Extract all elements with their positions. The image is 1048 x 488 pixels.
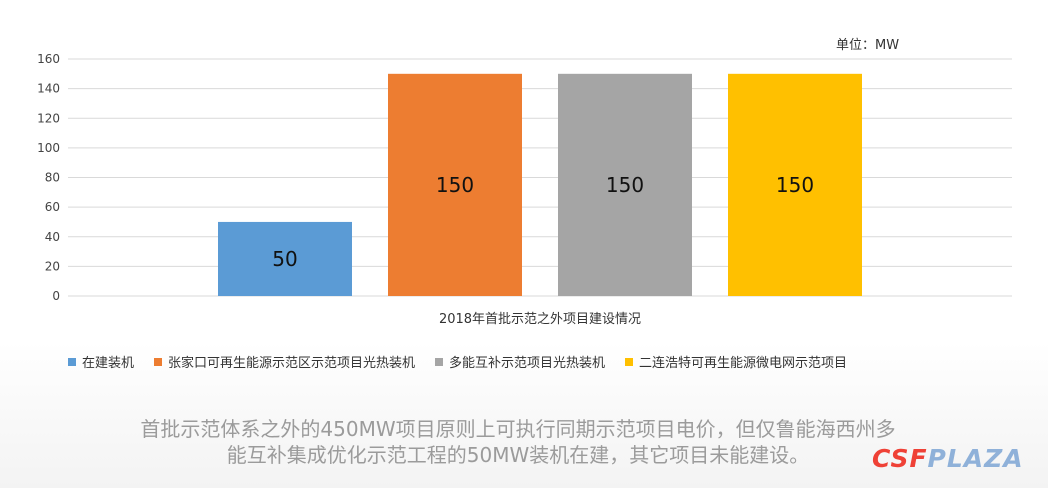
y-tick-label: 140 xyxy=(37,82,60,96)
bar xyxy=(218,221,352,296)
bar xyxy=(558,73,692,296)
bar-data-label: 150 xyxy=(436,173,474,197)
y-tick-label: 120 xyxy=(37,111,60,125)
y-tick-label: 0 xyxy=(52,289,60,303)
legend-item: 在建装机 xyxy=(68,352,134,371)
legend-item: 张家口可再生能源示范区示范项目光热装机 xyxy=(154,352,415,371)
unit-label: 单位：MW xyxy=(836,38,900,53)
y-tick-label: 100 xyxy=(37,141,60,155)
brand-logo-plaza: PLAZA xyxy=(927,444,1024,473)
bar-data-label: 150 xyxy=(606,173,644,197)
legend-swatch xyxy=(154,357,163,366)
brand-logo: CSFPLAZA xyxy=(872,444,1024,473)
caption-line-2: 能互补集成优化示范工程的50MW装机在建，其它项目未能建设。 xyxy=(226,443,810,467)
caption-line-1: 首批示范体系之外的450MW项目原则上可执行同期示范项目电价，但仅鲁能海西州多 xyxy=(140,417,896,441)
bar-data-label: 50 xyxy=(272,247,297,271)
brand-logo-csf: CSF xyxy=(872,444,928,473)
legend-item: 多能互补示范项目光热装机 xyxy=(435,352,605,371)
bar-data-label: 150 xyxy=(776,173,814,197)
legend-label: 张家口可再生能源示范区示范项目光热装机 xyxy=(168,356,416,371)
y-tick-label: 40 xyxy=(45,230,60,244)
y-tick-label: 60 xyxy=(45,200,60,214)
bar xyxy=(728,73,862,296)
legend: 在建装机 张家口可再生能源示范区示范项目光热装机 多能互补示范项目光热装机 二连浩特可… xyxy=(68,352,847,371)
x-axis-label: 2018年首批示范之外项目建设情况 xyxy=(439,312,641,327)
legend-item: 二连浩特可再生能源微电网示范项目 xyxy=(625,352,847,371)
y-tick-label: 20 xyxy=(45,259,60,273)
bar xyxy=(388,73,522,296)
legend-label: 在建装机 xyxy=(82,356,135,371)
legend-swatch xyxy=(68,357,76,366)
legend-swatch xyxy=(625,357,634,366)
y-tick-label: 160 xyxy=(37,52,60,66)
legend-label: 多能互补示范项目光热装机 xyxy=(449,356,606,371)
y-tick-label: 80 xyxy=(45,171,60,185)
legend-label: 二连浩特可再生能源微电网示范项目 xyxy=(639,356,848,371)
legend-swatch xyxy=(435,357,444,366)
